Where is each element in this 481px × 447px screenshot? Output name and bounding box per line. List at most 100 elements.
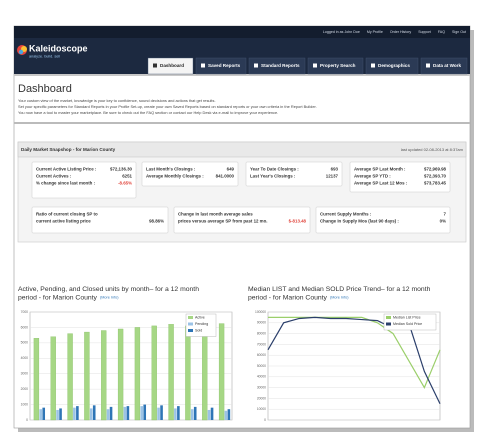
bar	[89, 408, 93, 420]
intro-line: You now have a tool to master your marke…	[18, 110, 278, 115]
bar	[157, 407, 160, 420]
legend-box	[185, 313, 217, 337]
y-tick-label: 100000	[255, 310, 266, 314]
stat-label: Current Active Listing Price :	[36, 167, 97, 172]
more-info-link[interactable]: (More Info)	[100, 296, 119, 300]
bar	[190, 409, 194, 420]
tab-label[interactable]: Saved Reports	[208, 63, 241, 68]
stat-value: 7	[444, 212, 447, 217]
stat-card	[315, 206, 451, 234]
tab[interactable]	[195, 57, 247, 75]
stat-label: prices versus average SP from past 12 mo…	[178, 219, 268, 224]
top-link[interactable]: Support	[418, 30, 431, 34]
stat-value: $72,393.70	[424, 174, 447, 179]
y-tick-label: 5000	[21, 341, 29, 345]
bar	[92, 405, 96, 420]
bar	[109, 406, 113, 420]
y-tick-label: 40000	[257, 375, 266, 379]
stat-value: 841.0000	[216, 174, 235, 179]
top-link-bar	[14, 26, 470, 38]
y-tick-label: 70000	[257, 342, 266, 346]
stat-value: 6251	[122, 174, 132, 179]
legend-box	[383, 313, 437, 331]
stat-label: Year To Date Closings :	[250, 167, 299, 172]
bar	[126, 406, 130, 420]
tab-label[interactable]: Data at Work	[433, 63, 461, 68]
tab[interactable]	[147, 57, 194, 75]
bar	[193, 406, 197, 420]
top-link[interactable]: FAQ	[438, 30, 445, 34]
stat-card	[31, 206, 169, 234]
snapshot-header	[17, 141, 467, 158]
top-link[interactable]: Sign Out	[452, 30, 466, 34]
legend-swatch	[188, 322, 193, 326]
line-series	[268, 316, 441, 389]
stat-label: Average SP Last Month :	[354, 167, 406, 172]
bar	[56, 409, 59, 420]
top-link[interactable]: Logged in as John Doe	[323, 30, 360, 34]
tab-icon	[254, 63, 258, 68]
line-series	[267, 316, 441, 405]
tab[interactable]	[365, 57, 419, 75]
tab[interactable]	[307, 57, 364, 75]
logo-text: Kaleidoscope	[29, 43, 88, 53]
bar	[151, 325, 157, 421]
tab-icon	[201, 63, 205, 68]
tab-icon	[426, 63, 430, 68]
legend-label: Active	[195, 315, 205, 319]
bar	[33, 338, 40, 421]
stat-label: Current Actives :	[36, 174, 72, 179]
bar	[160, 405, 163, 420]
tab[interactable]	[248, 57, 306, 75]
y-tick-label: 7000	[21, 310, 29, 314]
stat-label: Ratio of current closing SP to	[36, 212, 98, 217]
page-title: Dashboard	[18, 83, 72, 95]
stat-value: 649	[227, 167, 235, 172]
legend-label: Pending	[195, 322, 208, 326]
y-tick-label: 3000	[21, 372, 29, 376]
bar	[117, 328, 124, 421]
bar	[106, 409, 110, 420]
chart-title: Median LIST and Median SOLD Price Trend–…	[248, 286, 431, 293]
stat-value: $72,136.30	[110, 167, 133, 172]
y-tick-label: 50000	[257, 364, 266, 368]
stat-label: current active listing price	[36, 219, 91, 224]
tab-label[interactable]: Property Search	[320, 63, 356, 68]
tab-label[interactable]: Standard Reports	[261, 63, 300, 68]
bar	[177, 406, 180, 420]
more-info-link[interactable]: (More Info)	[330, 296, 349, 300]
bar	[143, 404, 147, 420]
y-tick-label: 2000	[21, 387, 29, 391]
y-tick-label: 0	[264, 418, 266, 422]
y-tick-label: 20000	[257, 396, 266, 400]
stat-value: 693	[331, 167, 339, 172]
intro-line: Set your specific parameters for Standar…	[18, 104, 317, 109]
bar	[84, 331, 90, 421]
stat-label: Average Monthly Closings :	[146, 174, 204, 179]
bar	[140, 406, 144, 420]
header-rule	[14, 74, 470, 76]
tab-label[interactable]: Dashboard	[160, 63, 184, 68]
bar	[210, 407, 214, 420]
stat-label: Last Month's Closings :	[146, 167, 196, 172]
stat-value: -8.65%	[118, 181, 132, 186]
y-tick-label: 90000	[257, 321, 266, 325]
tab-label[interactable]: Demographics	[378, 63, 410, 68]
intro-line: Your custom view of the market, knowledg…	[18, 98, 216, 103]
y-tick-label: 0	[26, 418, 28, 422]
tab[interactable]	[420, 57, 468, 75]
top-link[interactable]: My Profile	[367, 30, 383, 34]
bar	[202, 324, 208, 421]
y-tick-label: 10000	[257, 407, 266, 411]
legend-swatch	[386, 316, 391, 319]
top-link[interactable]: Order History	[390, 30, 412, 34]
stat-value: $-813.48	[289, 219, 307, 224]
bar	[76, 406, 79, 420]
bar	[73, 407, 76, 420]
bar	[101, 330, 107, 421]
snapshot-updated: last updated 02-08-2013 at 8:37am	[401, 147, 464, 152]
bar	[174, 408, 177, 420]
stat-card	[141, 161, 239, 187]
